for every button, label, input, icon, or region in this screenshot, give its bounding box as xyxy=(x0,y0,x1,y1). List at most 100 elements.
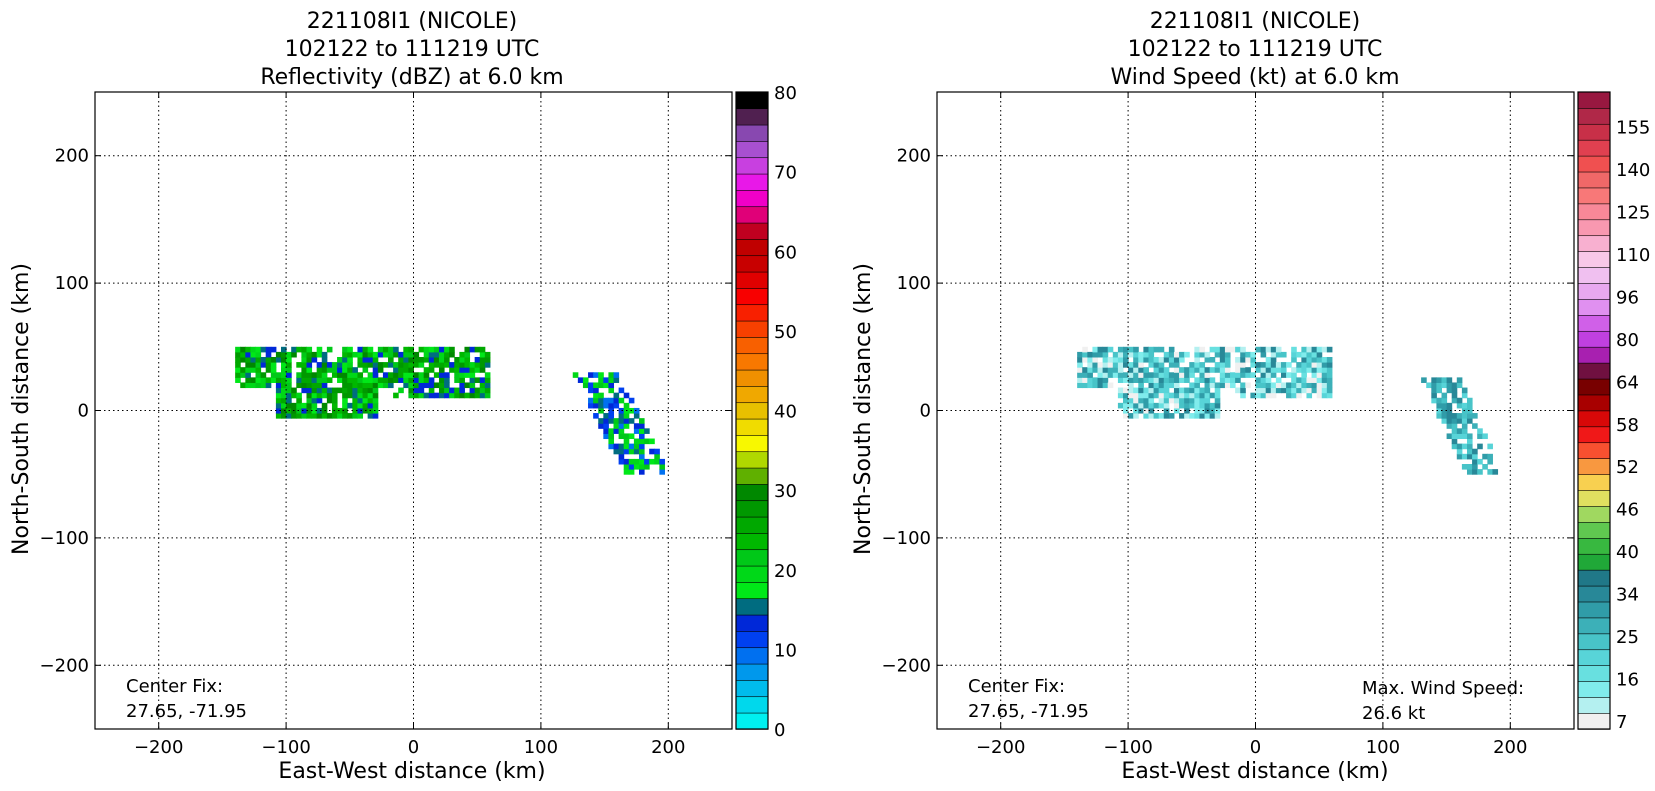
data-cell xyxy=(1199,377,1206,383)
data-cell xyxy=(403,362,409,368)
data-cell xyxy=(260,372,267,378)
data-cell xyxy=(428,356,435,363)
x-tick-label: 0 xyxy=(408,737,419,758)
data-cell xyxy=(1250,372,1256,378)
data-cell xyxy=(1230,372,1236,378)
data-cell xyxy=(403,377,409,383)
data-cell xyxy=(260,377,267,383)
data-cell xyxy=(372,362,379,368)
data-cell xyxy=(1112,362,1119,368)
data-cell xyxy=(1260,392,1267,399)
data-cell xyxy=(459,367,465,373)
data-cell xyxy=(1219,372,1226,378)
colorbar-segment xyxy=(1577,633,1611,651)
data-cell xyxy=(250,382,257,389)
data-cell xyxy=(362,397,369,404)
data-cell xyxy=(286,362,292,368)
data-cell xyxy=(618,397,625,404)
data-cell xyxy=(1158,367,1165,373)
data-cell xyxy=(270,362,277,368)
data-cell xyxy=(603,423,609,429)
data-cell xyxy=(1194,392,1200,399)
data-cell xyxy=(388,372,394,378)
data-cell xyxy=(301,413,307,419)
data-cell xyxy=(1163,392,1170,399)
data-cell xyxy=(1184,397,1190,404)
data-cell xyxy=(342,351,348,358)
data-cell xyxy=(1321,392,1328,399)
data-cell xyxy=(628,464,635,470)
data-cell xyxy=(433,351,440,358)
data-cell xyxy=(352,372,358,378)
reflectivity-title-line-1: 221108I1 (NICOLE) xyxy=(307,9,517,34)
data-cell xyxy=(265,382,272,389)
data-cell xyxy=(337,407,343,414)
data-cell xyxy=(1148,413,1155,419)
data-cell xyxy=(1280,351,1287,358)
data-cell xyxy=(618,407,625,414)
data-cell xyxy=(464,362,471,368)
data-cell xyxy=(603,377,609,383)
data-cell xyxy=(633,458,640,465)
data-cell xyxy=(1456,377,1463,383)
data-cell xyxy=(352,413,358,419)
data-cell xyxy=(613,402,620,409)
data-cell xyxy=(1291,372,1297,378)
data-cell xyxy=(633,443,640,450)
data-cell xyxy=(1306,346,1313,353)
data-cell xyxy=(1163,382,1170,389)
y-tick-label: −200 xyxy=(40,655,89,676)
data-cell xyxy=(623,402,630,409)
data-cell xyxy=(1189,362,1195,368)
data-cell xyxy=(1128,413,1134,419)
data-cell xyxy=(444,362,450,368)
data-cell xyxy=(428,382,435,389)
data-cell xyxy=(618,428,625,434)
data-cell xyxy=(398,356,404,363)
data-cell xyxy=(1204,356,1211,363)
data-cell xyxy=(449,387,455,394)
data-cell xyxy=(433,382,440,389)
data-cell xyxy=(1199,413,1206,419)
data-cell xyxy=(281,367,287,373)
wind-center-fix-value: 27.65, -71.95 xyxy=(968,701,1089,722)
data-cell xyxy=(265,356,272,363)
data-cell xyxy=(1199,351,1206,358)
data-cell xyxy=(1477,458,1483,465)
data-cell xyxy=(1291,392,1297,399)
data-cell xyxy=(1184,372,1190,378)
reflectivity-title-line-3: Reflectivity (dBZ) at 6.0 km xyxy=(260,65,563,90)
data-cell xyxy=(1117,346,1124,353)
data-cell xyxy=(438,351,445,358)
colorbar-segment xyxy=(1577,442,1611,459)
data-cell xyxy=(316,387,323,394)
x-tick-label: −100 xyxy=(261,737,310,758)
data-cell xyxy=(1184,367,1190,373)
data-cell xyxy=(474,377,481,383)
data-cell xyxy=(484,382,491,389)
data-cell xyxy=(638,443,645,450)
data-cell xyxy=(377,367,384,373)
data-cell xyxy=(1286,372,1292,378)
data-cell xyxy=(1270,351,1277,358)
colorbar-segment xyxy=(735,287,769,306)
data-cell xyxy=(1092,382,1099,389)
data-cell xyxy=(459,387,465,394)
data-cell xyxy=(1224,346,1231,353)
colorbar-segment xyxy=(1577,696,1611,714)
data-cell xyxy=(388,382,394,389)
data-cell xyxy=(311,387,318,394)
data-cell xyxy=(1163,367,1170,373)
colorbar-segment xyxy=(735,353,769,371)
data-cell xyxy=(1321,362,1328,368)
data-cell xyxy=(367,413,374,419)
data-cell xyxy=(1321,377,1328,383)
data-cell xyxy=(1153,413,1160,419)
data-cell xyxy=(1451,418,1458,424)
data-cell xyxy=(1163,387,1170,394)
data-cell xyxy=(1102,367,1109,373)
data-cell xyxy=(1477,433,1483,440)
colorbar-segment xyxy=(735,320,769,338)
data-cell xyxy=(484,351,491,358)
